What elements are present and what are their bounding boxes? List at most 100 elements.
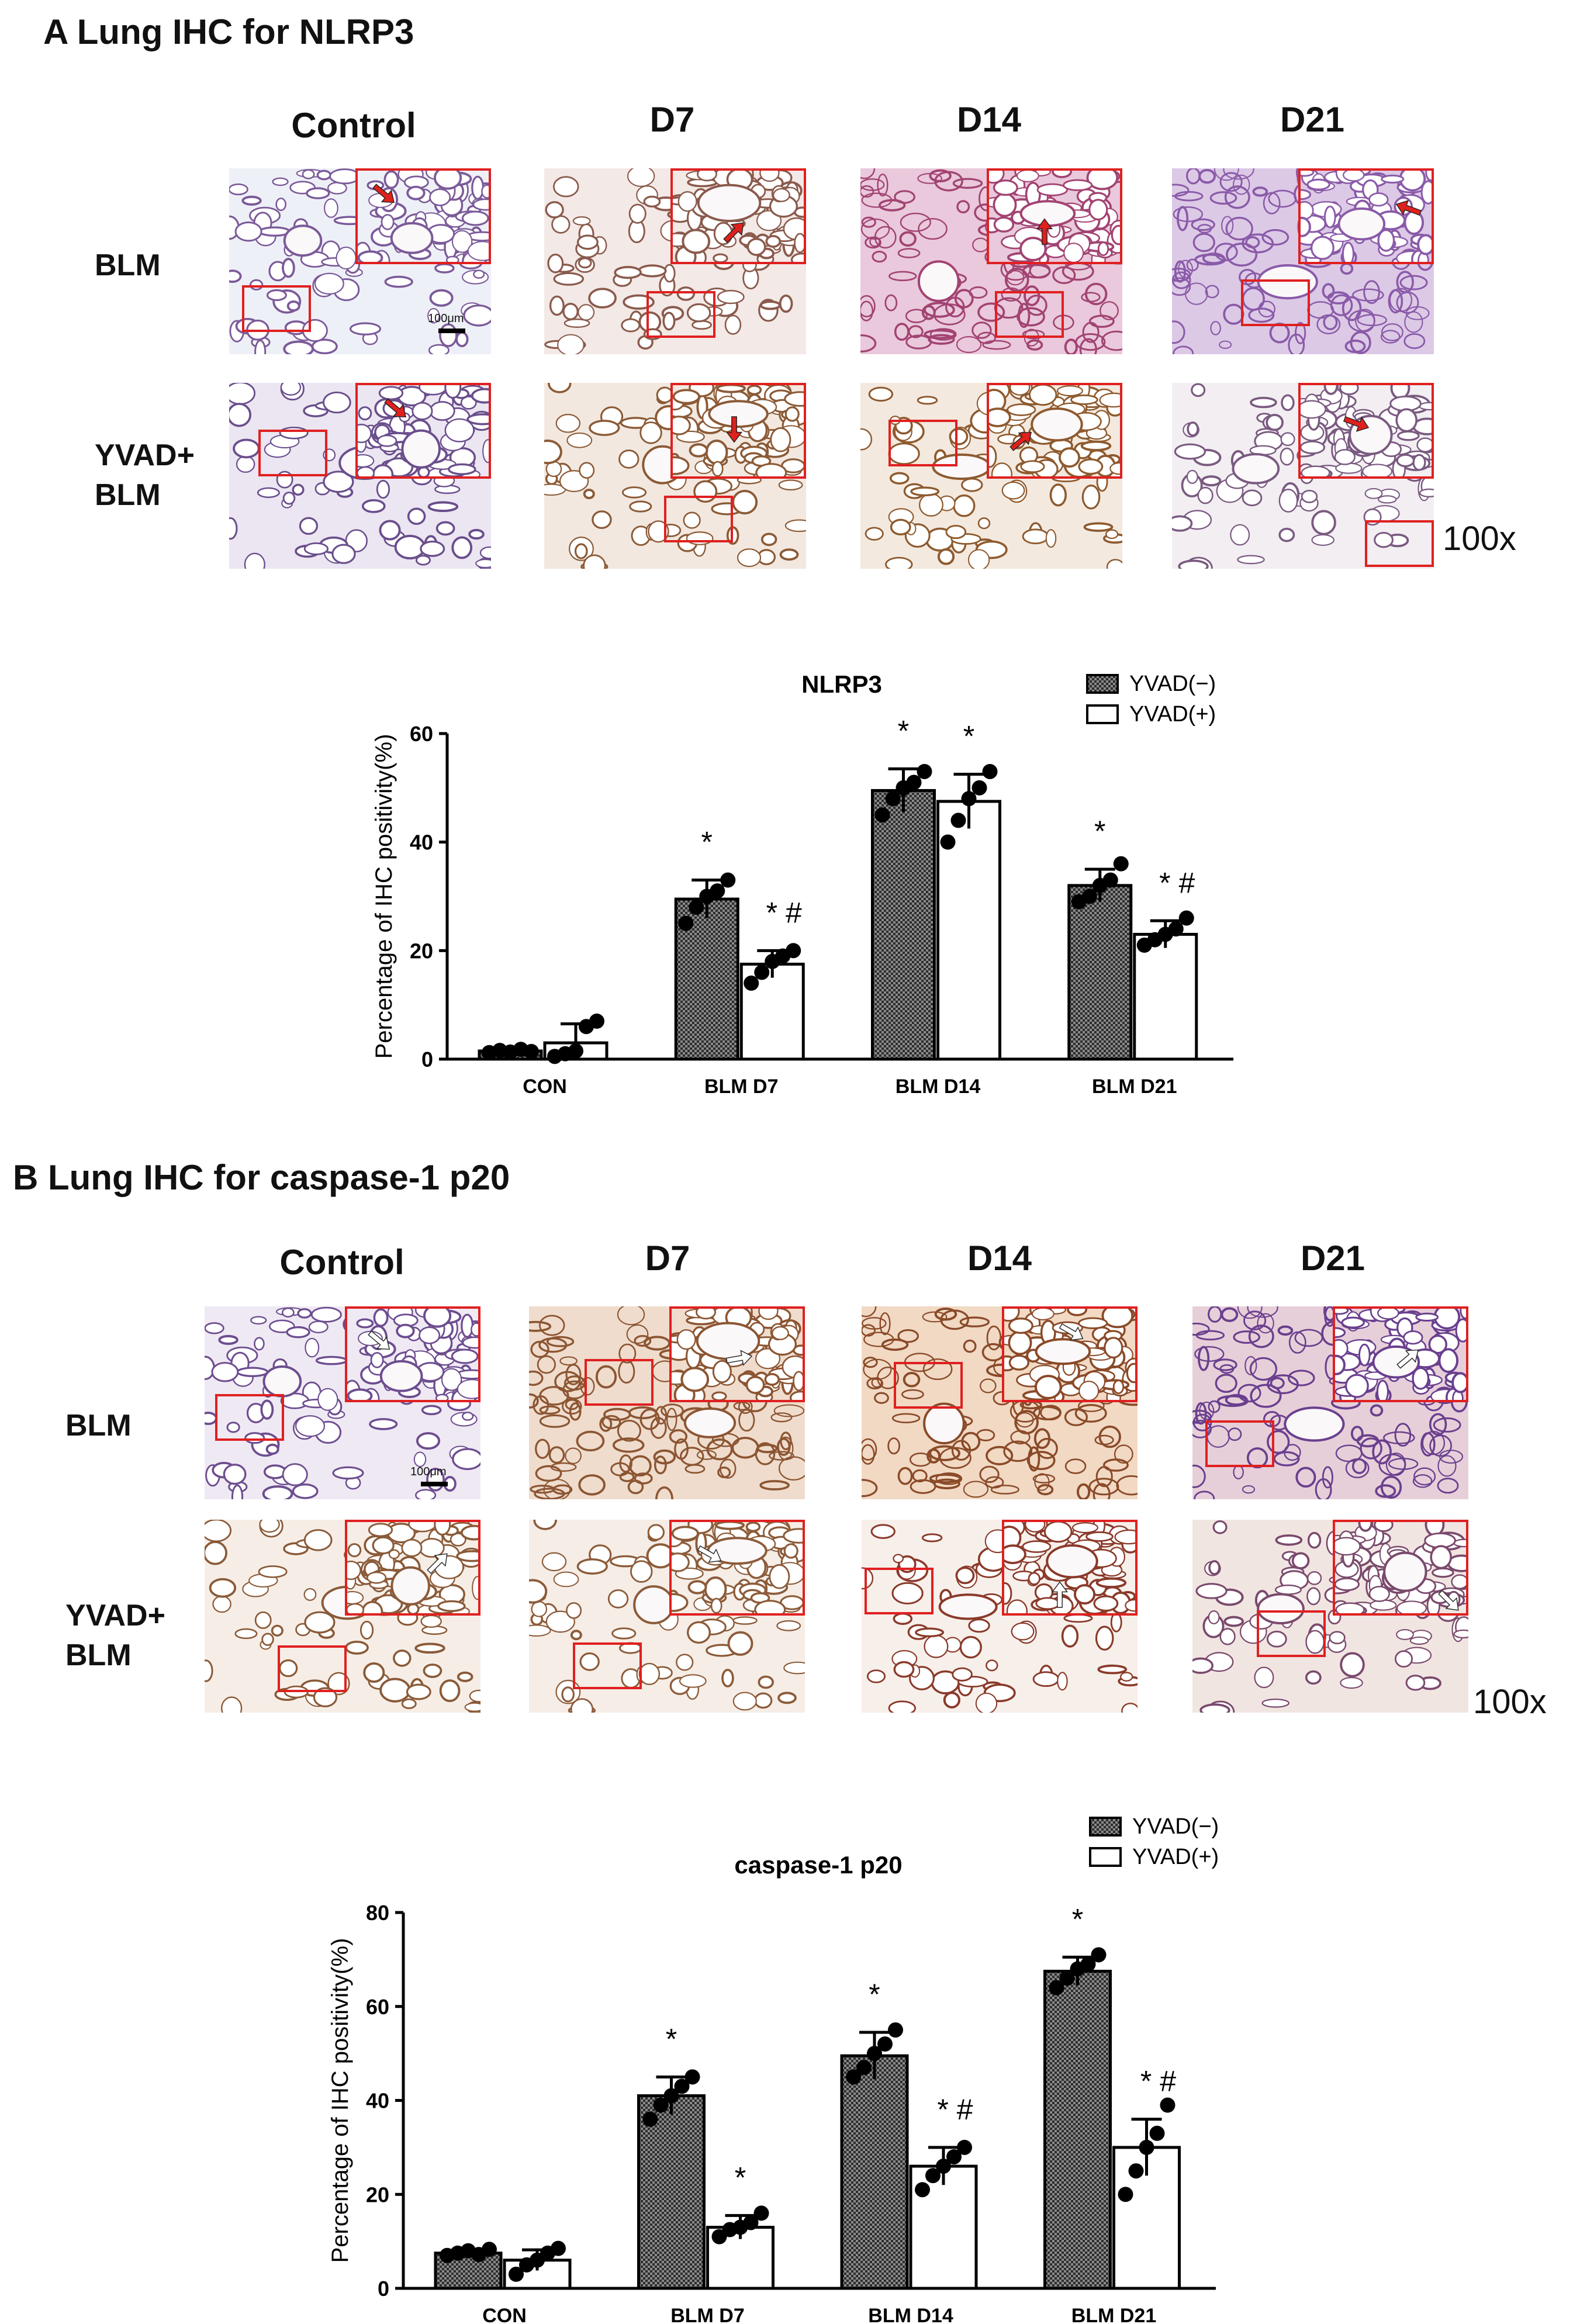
arrow-icon bbox=[1001, 420, 1042, 461]
zoom-inset bbox=[345, 1520, 480, 1616]
data-point bbox=[743, 2215, 759, 2230]
panel-b-micrograph-blm-d7 bbox=[529, 1306, 805, 1499]
data-point bbox=[915, 2182, 930, 2198]
zoom-inset bbox=[669, 1520, 805, 1616]
data-point bbox=[524, 1044, 539, 1060]
arrow-icon bbox=[1024, 212, 1065, 253]
legend-label: YVAD(+) bbox=[1132, 1845, 1219, 1869]
significance-marker: * bbox=[735, 2161, 746, 2194]
zoom-inset bbox=[345, 1306, 480, 1402]
selection-box bbox=[1257, 1610, 1326, 1657]
data-point bbox=[867, 2046, 882, 2062]
panel-a-micrograph-yvad-blm-d21 bbox=[1172, 383, 1434, 569]
data-point bbox=[1080, 1956, 1096, 1972]
selection-box bbox=[258, 430, 327, 476]
panel-a-column-d7: D7 bbox=[649, 100, 695, 139]
selection-box bbox=[664, 496, 733, 542]
x-tick-label: BLM D21 bbox=[1071, 2305, 1156, 2324]
data-point bbox=[754, 964, 770, 980]
data-point bbox=[1081, 888, 1097, 904]
data-point bbox=[720, 872, 736, 888]
data-point bbox=[950, 812, 966, 828]
legend-label: YVAD(−) bbox=[1132, 1814, 1219, 1839]
arrow-icon bbox=[1429, 1581, 1466, 1613]
data-point bbox=[1113, 856, 1129, 872]
panel-a-column-control: Control bbox=[291, 106, 416, 145]
data-point bbox=[1091, 1947, 1107, 1963]
selection-box bbox=[865, 1568, 934, 1614]
panel-a-chart: 0 20 40 60 Percentage of IHC positivity(%) NL… bbox=[0, 0, 1580, 1111]
nlrp3-bar-chart: 0 20 40 60 Percentage of IHC positivity(%) NL… bbox=[371, 670, 1233, 1098]
zoom-inset bbox=[1333, 1520, 1468, 1616]
arrow-icon bbox=[1336, 403, 1377, 444]
significance-marker: * bbox=[701, 826, 713, 859]
data-point bbox=[509, 2266, 524, 2282]
bar bbox=[1133, 932, 1198, 1061]
data-point bbox=[946, 2149, 962, 2164]
y-axis-label: Percentage of IHC positivity(%) bbox=[371, 734, 397, 1059]
bar bbox=[1043, 1969, 1112, 2290]
zoom-inset bbox=[987, 168, 1122, 264]
data-point bbox=[888, 2022, 903, 2038]
x-tick-label: CON bbox=[523, 1075, 567, 1098]
data-point bbox=[1128, 2163, 1144, 2179]
data-point bbox=[684, 2069, 700, 2085]
arrow-icon bbox=[375, 388, 416, 429]
panel-b-column-d21: D21 bbox=[1300, 1239, 1365, 1278]
data-point bbox=[674, 2079, 690, 2094]
x-tick-label: BLM D7 bbox=[670, 2305, 745, 2324]
scale-bar bbox=[438, 328, 465, 333]
panel-a-micrograph-yvad-blm-d7 bbox=[544, 383, 806, 569]
data-point bbox=[1059, 1970, 1075, 1986]
significance-marker: * bbox=[1072, 1903, 1083, 1935]
zoom-inset bbox=[1298, 168, 1434, 264]
panel-b-micrograph-blm-d21 bbox=[1192, 1306, 1468, 1499]
arrow-icon bbox=[417, 1543, 458, 1583]
significance-marker: * bbox=[963, 720, 974, 753]
panel-a-magnification-label: 100x bbox=[1443, 520, 1516, 558]
selection-box bbox=[573, 1642, 642, 1689]
y-axis-label: Percentage of IHC positivity(%) bbox=[327, 1938, 353, 2263]
panel-b-column-control: Control bbox=[279, 1243, 404, 1282]
zoom-inset bbox=[1333, 1306, 1468, 1402]
panel-b-micrograph-yvad-blm-d14 bbox=[862, 1520, 1138, 1713]
panel-a-micrograph-yvad-blm-d14 bbox=[860, 383, 1122, 569]
data-point bbox=[482, 2242, 497, 2257]
panel-b-row-blm: BLM bbox=[65, 1409, 132, 1443]
selection-box bbox=[646, 291, 715, 338]
arrow-icon bbox=[1388, 1338, 1429, 1379]
zoom-inset bbox=[670, 168, 806, 264]
zoom-inset bbox=[669, 1306, 805, 1402]
data-point bbox=[971, 780, 987, 796]
data-point bbox=[642, 2111, 658, 2127]
data-point bbox=[689, 900, 704, 915]
arrow-icon bbox=[1388, 188, 1429, 229]
zoom-inset bbox=[670, 383, 806, 479]
x-tick-label: BLM D21 bbox=[1092, 1075, 1177, 1098]
legend-swatch bbox=[1086, 674, 1119, 694]
data-point bbox=[874, 807, 890, 823]
x-tick-label: BLM D14 bbox=[868, 2305, 953, 2324]
significance-marker: * # bbox=[766, 896, 802, 929]
legend-swatch bbox=[1089, 1817, 1122, 1837]
y-tick-label: 0 bbox=[421, 1047, 433, 1071]
panel-b-micrograph-blm-control: 100μm bbox=[205, 1306, 480, 1499]
selection-box bbox=[585, 1359, 654, 1406]
data-point bbox=[710, 883, 725, 899]
data-point bbox=[961, 791, 977, 807]
data-point bbox=[856, 2060, 872, 2076]
y-tick-label: 20 bbox=[366, 2183, 389, 2207]
panel-a-micrograph-blm-control: 100μm bbox=[229, 168, 491, 354]
data-point bbox=[551, 2240, 566, 2256]
arrow-icon bbox=[359, 1320, 400, 1361]
data-point bbox=[678, 915, 694, 931]
data-point bbox=[917, 763, 932, 779]
data-point bbox=[589, 1014, 604, 1029]
selection-box bbox=[1205, 1420, 1274, 1467]
data-point bbox=[753, 2205, 769, 2221]
selection-box bbox=[278, 1645, 347, 1692]
scale-bar bbox=[421, 1482, 448, 1486]
scale-bar-label: 100μm bbox=[428, 312, 464, 325]
panel-a-micrograph-blm-d21 bbox=[1172, 168, 1434, 354]
